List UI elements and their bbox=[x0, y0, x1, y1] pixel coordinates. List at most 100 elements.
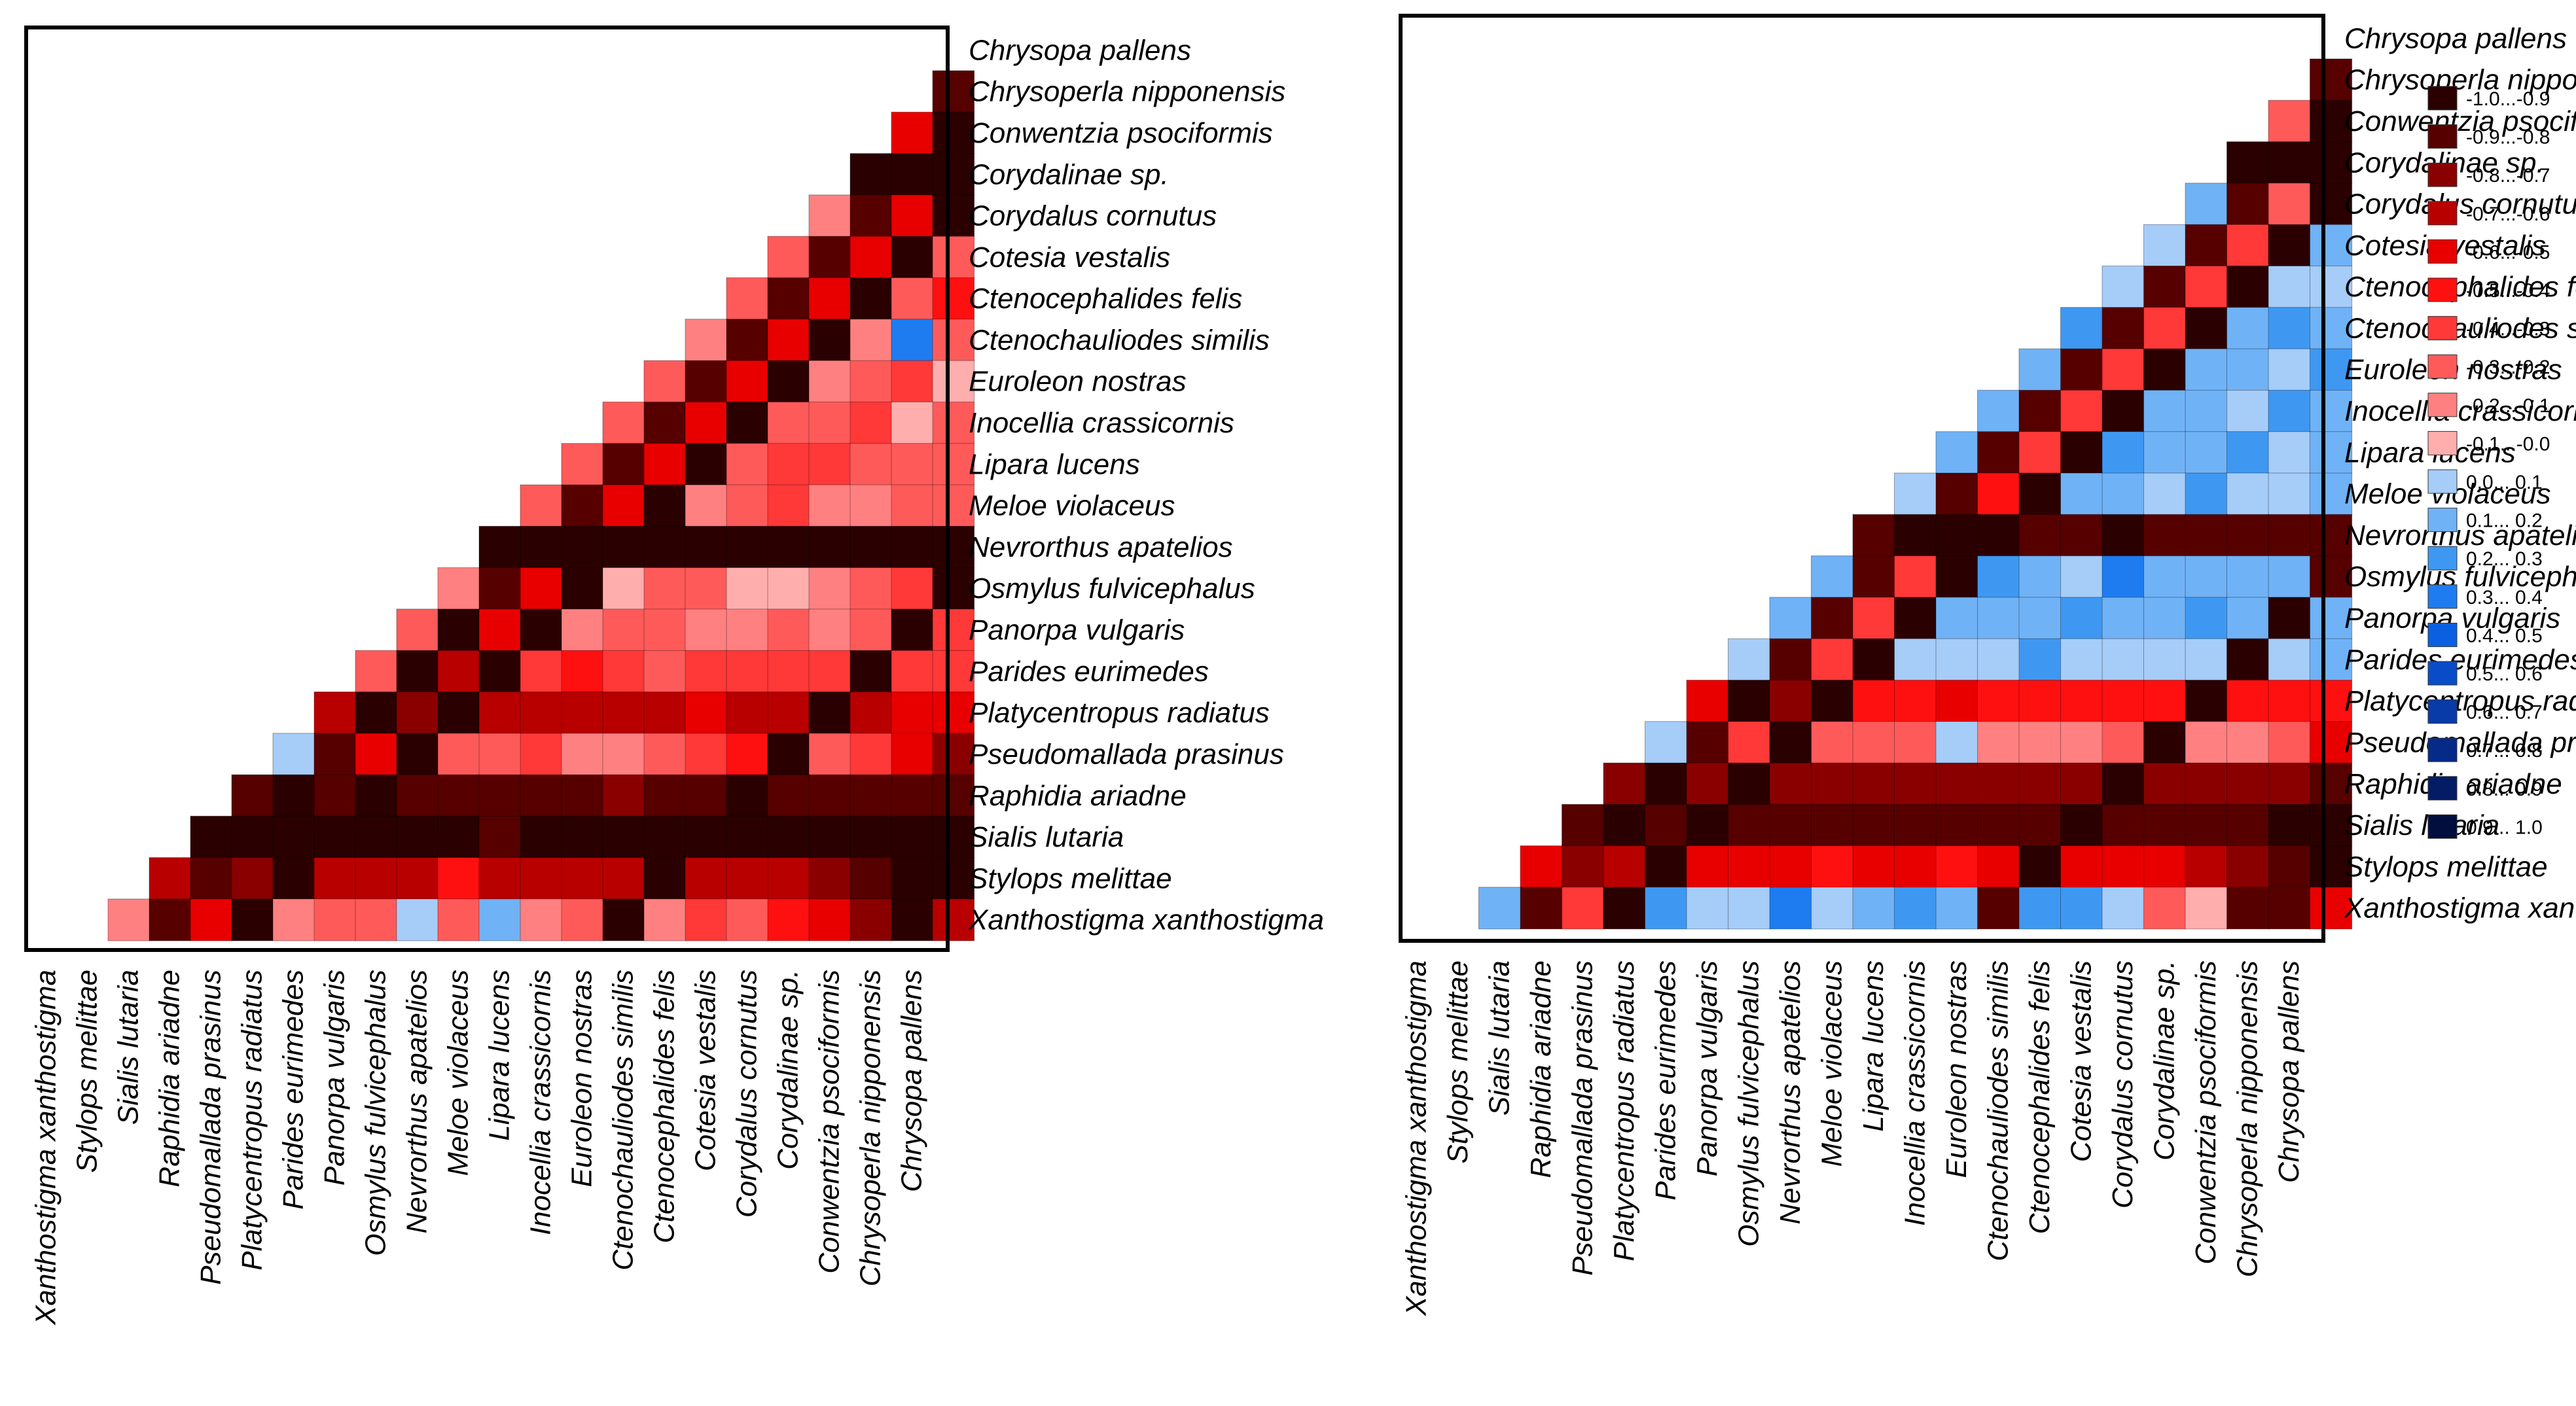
heatmap-cell-right-r19-c3 bbox=[1645, 845, 1688, 888]
heatmap-cell-left-r5-c3 bbox=[850, 277, 893, 320]
column-label-right-16: Cotesia vestalis bbox=[2065, 960, 2097, 1162]
heatmap-cell-right-r10-c5 bbox=[2102, 472, 2145, 516]
heatmap-cell-left-r15-c4 bbox=[478, 692, 522, 734]
heatmap-cell-left-r9-c3 bbox=[685, 443, 728, 486]
row-label-left-18: Raphidia ariadne bbox=[969, 780, 1187, 812]
heatmap-cell-right-r16-c11 bbox=[2102, 721, 2145, 764]
heatmap-cell-right-r17-c14 bbox=[2185, 762, 2228, 805]
heatmap-cell-right-r13-c10 bbox=[2185, 597, 2228, 640]
heatmap-cell-right-r17-c17 bbox=[2310, 762, 2353, 805]
heatmap-cell-left-r20-c8 bbox=[437, 898, 480, 941]
heatmap-cell-left-r15-c10 bbox=[726, 692, 769, 734]
heatmap-cell-right-r9-c6 bbox=[2185, 431, 2228, 474]
heatmap-cell-left-r10-c9 bbox=[891, 484, 934, 527]
heatmap-cell-left-r4-c2 bbox=[850, 236, 893, 279]
column-label-left-2: Sialis lutaria bbox=[113, 970, 145, 1125]
heatmap-cell-right-r12-c4 bbox=[1977, 555, 2020, 598]
heatmap-cell-left-r11-c5 bbox=[685, 525, 728, 569]
heatmap-cell-right-r19-c18 bbox=[2268, 845, 2311, 888]
heatmap-cell-left-r20-c0 bbox=[107, 898, 151, 941]
legend-label-19: 0.9... 1.0 bbox=[2466, 817, 2543, 838]
row-label-left-6: Ctenocephalides felis bbox=[969, 283, 1242, 315]
heatmap-cell-left-r14-c9 bbox=[726, 650, 769, 693]
heatmap-cell-right-r5-c1 bbox=[2143, 266, 2187, 308]
heatmap-cell-left-r20-c16 bbox=[767, 898, 810, 941]
heatmap-cell-right-r5-c2 bbox=[2185, 266, 2228, 308]
heatmap-cell-right-r10-c1 bbox=[1935, 472, 1978, 516]
heatmap-cell-right-r9-c8 bbox=[2268, 431, 2311, 474]
heatmap-cell-right-r8-c2 bbox=[2060, 389, 2103, 432]
column-label-left-16: Cotesia vestalis bbox=[690, 970, 722, 1171]
heatmap-cell-right-r19-c4 bbox=[1686, 845, 1729, 888]
row-label-left-10: Lipara lucens bbox=[969, 448, 1140, 480]
heatmap-cell-right-r14-c7 bbox=[2018, 638, 2062, 681]
heatmap-cell-right-r4-c0 bbox=[2143, 224, 2187, 267]
row-label-left-1: Chrysoperla nipponensis bbox=[969, 76, 1285, 108]
heatmap-cell-right-r18-c15 bbox=[2185, 803, 2228, 847]
heatmap-cell-right-r20-c1 bbox=[1520, 887, 1563, 930]
heatmap-cell-left-r18-c9 bbox=[561, 815, 604, 858]
heatmap-cell-left-r20-c6 bbox=[355, 898, 398, 941]
legend-swatch-16 bbox=[2427, 699, 2458, 724]
heatmap-cell-left-r12-c10 bbox=[850, 567, 893, 610]
heatmap-cell-right-r15-c2 bbox=[1769, 680, 1812, 722]
column-label-left-21: Chrysopa pallens bbox=[896, 970, 928, 1192]
heatmap-cell-left-r17-c2 bbox=[313, 774, 357, 817]
heatmap-cell-right-r18-c10 bbox=[1977, 803, 2020, 847]
heatmap-cell-right-r19-c5 bbox=[1728, 845, 1771, 888]
heatmap-cell-right-r7-c3 bbox=[2143, 348, 2187, 391]
heatmap-cell-right-r17-c0 bbox=[1603, 762, 1646, 805]
heatmap-cell-right-r17-c7 bbox=[1894, 762, 1937, 805]
column-label-right-5: Platycentropus radiatus bbox=[1608, 960, 1640, 1261]
heatmap-cell-left-r10-c5 bbox=[726, 484, 769, 527]
column-label-left-18: Corydalinae sp. bbox=[772, 970, 804, 1170]
heatmap-cell-right-r19-c16 bbox=[2185, 845, 2228, 888]
heatmap-cell-right-r13-c11 bbox=[2227, 597, 2270, 640]
column-label-right-14: Ctenochauliodes similis bbox=[1982, 960, 2014, 1261]
heatmap-cell-right-r7-c0 bbox=[2018, 348, 2062, 391]
heatmap-cell-left-r15-c6 bbox=[561, 692, 604, 734]
heatmap-cell-left-r7-c0 bbox=[643, 360, 687, 403]
heatmap-cell-left-r15-c7 bbox=[602, 692, 645, 734]
heatmap-cell-left-r18-c2 bbox=[272, 815, 315, 858]
heatmap-cell-right-r15-c5 bbox=[1894, 680, 1937, 722]
heatmap-cell-left-r8-c6 bbox=[850, 401, 893, 444]
heatmap-cell-right-r4-c1 bbox=[2185, 224, 2228, 267]
heatmap-cell-right-r13-c1 bbox=[1811, 597, 1854, 640]
heatmap-cell-left-r20-c17 bbox=[808, 898, 851, 941]
color-legend: -1.0...-0.9 -0.9...-0.8 -0.8...-0.7 -0.7...… bbox=[2427, 86, 2550, 839]
heatmap-cell-left-r9-c4 bbox=[726, 443, 769, 486]
heatmap-cell-left-r20-c10 bbox=[520, 898, 563, 941]
legend-swatch-8 bbox=[2427, 393, 2458, 417]
heatmap-cell-left-r9-c0 bbox=[561, 443, 604, 486]
legend-label-13: 0.3... 0.4 bbox=[2466, 587, 2543, 608]
heatmap-cell-right-r16-c8 bbox=[1977, 721, 2020, 764]
heatmap-cell-left-r14-c2 bbox=[437, 650, 480, 693]
heatmap-cell-left-r16-c2 bbox=[355, 733, 398, 776]
heatmap-cell-left-r5-c2 bbox=[808, 277, 851, 320]
heatmap-cell-left-r17-c1 bbox=[272, 774, 315, 817]
heatmap-cell-right-r13-c12 bbox=[2268, 597, 2311, 640]
heatmap-cell-left-r14-c1 bbox=[396, 650, 439, 693]
heatmap-cell-right-r6-c3 bbox=[2185, 307, 2228, 350]
heatmap-cell-right-r18-c13 bbox=[2102, 803, 2145, 847]
heatmap-cell-left-r6-c4 bbox=[850, 319, 893, 362]
heatmap-cell-left-r18-c8 bbox=[520, 815, 563, 858]
legend-swatch-12 bbox=[2427, 546, 2458, 571]
heatmap-cell-left-r16-c11 bbox=[726, 733, 769, 776]
heatmap-cell-right-r12-c8 bbox=[2143, 555, 2187, 598]
heatmap-cell-right-r8-c1 bbox=[2018, 389, 2062, 432]
legend-label-18: 0.8... 0.9 bbox=[2466, 779, 2543, 800]
heatmap-cell-right-r13-c13 bbox=[2310, 597, 2353, 640]
heatmap-cell-right-r5-c0 bbox=[2102, 266, 2145, 308]
heatmap-cell-left-r16-c9 bbox=[643, 733, 687, 776]
heatmap-cell-left-r18-c0 bbox=[190, 815, 233, 858]
heatmap-cell-right-r9-c4 bbox=[2102, 431, 2145, 474]
heatmap-cell-left-r14-c0 bbox=[355, 650, 398, 693]
legend-label-7: -0.3...-0.2 bbox=[2466, 357, 2550, 378]
row-label-right-20: Stylops melittae bbox=[2344, 851, 2548, 883]
heatmap-cell-right-r17-c3 bbox=[1728, 762, 1771, 805]
heatmap-cell-right-r11-c1 bbox=[1894, 514, 1937, 557]
heatmap-cell-left-r16-c8 bbox=[602, 733, 645, 776]
heatmap-cell-right-r18-c0 bbox=[1562, 803, 1605, 847]
